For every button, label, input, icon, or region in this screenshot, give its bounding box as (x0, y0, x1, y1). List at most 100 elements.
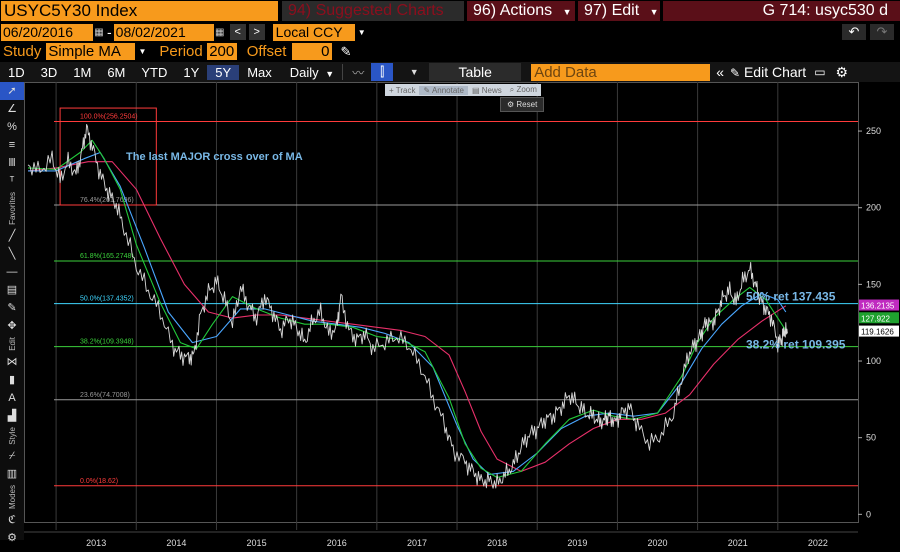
series-line-ma-long (27, 161, 787, 472)
last-value-text: 136.2135 (861, 302, 895, 311)
text-style-icon[interactable]: A (8, 391, 16, 404)
annotate-tool[interactable]: ✎ Annotate (419, 85, 468, 95)
pencil-icon: ✎ (730, 66, 741, 80)
bar-chart-icon[interactable]: ⫿ (371, 63, 394, 81)
chevron-down-icon: ▼ (562, 7, 572, 17)
date-row: 06/20/2016 ▦ - 08/02/2021 ▦ < > Local CC… (0, 22, 900, 42)
gear-icon[interactable]: ⚙ (835, 63, 849, 80)
settings-icon[interactable]: ⚙ (7, 531, 17, 544)
end-date-field[interactable]: 08/02/2021 (113, 23, 214, 41)
x-tick-label: 2014 (166, 538, 186, 548)
marker-icon[interactable]: ╲ (8, 247, 16, 260)
y-tick-label: 250 (866, 126, 881, 136)
range-buttons: 1D 3D 1M 6M YTD 1Y 5Y Max (0, 62, 280, 82)
range-toolbar: 1D 3D 1M 6M YTD 1Y 5Y Max Daily ▼ 〰 ⫿ ▼ Table A… (0, 62, 900, 82)
ticker-field[interactable]: USYC5Y30 Index (1, 1, 278, 21)
fib-level-label: 100.0%(256.2504) (80, 113, 138, 120)
add-data-field[interactable]: Add Data (531, 63, 711, 81)
zoom-tool[interactable]: ⌕ Zoom (509, 85, 537, 94)
y-tick-label: 150 (866, 279, 881, 289)
actions-menu[interactable]: 96) Actions ▼ (467, 1, 575, 21)
chart-type-dropdown-icon[interactable]: ▼ (409, 67, 419, 77)
x-tick-label: 2019 (567, 538, 587, 548)
news-tool[interactable]: ▤ News (471, 85, 502, 95)
favorites-label: Favorites (7, 192, 17, 225)
trash-icon[interactable]: ▮ (8, 373, 16, 386)
scale-icon[interactable]: ▥ (6, 467, 18, 480)
calendar-icon[interactable]: ▦ (94, 26, 104, 38)
page-id: G 714: usyc530 d (663, 1, 900, 21)
range-button-6m[interactable]: 6M (107, 64, 126, 80)
last-value-pill-bg (859, 299, 899, 311)
edit-label: 97) Edit (584, 2, 640, 19)
currency-value: Local CCY (275, 23, 343, 40)
y-tick-label: 0 (866, 509, 871, 519)
edit-menu[interactable]: 97) Edit ▼ (578, 1, 660, 21)
range-button-1d[interactable]: 1D (8, 64, 25, 80)
actions-label: 96) Actions (473, 2, 553, 19)
text-tool-icon[interactable]: ᵀ (9, 175, 15, 187)
study-select[interactable]: Simple MA ▼ (46, 43, 150, 60)
table-button[interactable]: Table (429, 63, 522, 81)
range-button-ytd[interactable]: YTD (141, 64, 168, 80)
calendar-icon[interactable]: ▦ (214, 26, 225, 38)
move-icon[interactable]: ✥ (7, 319, 17, 332)
period-field[interactable]: 200 (206, 43, 237, 60)
period-label: Period (159, 43, 203, 60)
cursor-icon[interactable]: ➚ (0, 82, 24, 100)
band-icon[interactable]: ▤ (6, 283, 18, 296)
suggested-charts-menu[interactable]: 94) Suggested Charts (282, 1, 464, 21)
chart-background (24, 82, 900, 552)
next-arrow-icon[interactable]: > (248, 24, 265, 40)
currency-select[interactable]: Local CCY ▼ (272, 23, 369, 41)
study-label: Study (3, 43, 42, 60)
redo-icon[interactable]: ↷ (870, 24, 894, 40)
range-button-1m[interactable]: 1M (73, 64, 92, 80)
last-value-text: 119.1626 (861, 328, 894, 337)
series-line-ma-short (27, 139, 787, 479)
line-draw-icon[interactable]: ∠ (7, 103, 17, 115)
offset-field[interactable]: 0 (292, 43, 333, 60)
chevron-down-icon: ▼ (135, 43, 150, 60)
pencil-icon[interactable]: ✎ (340, 43, 352, 59)
series-line-price (27, 124, 788, 489)
y-tick-label: 100 (866, 356, 881, 366)
chart-area[interactable]: 100.0%(256.2504) 76.4%(201.7696) 61.8%(165… (24, 82, 900, 552)
title-bar: USYC5Y30 Index 94) Suggested Charts 96) … (0, 0, 900, 22)
magnet-icon[interactable]: ⋈ (6, 355, 18, 368)
x-tick-label: 2013 (86, 538, 106, 548)
eraser-icon[interactable]: ▟ (7, 409, 17, 422)
range-button-1y[interactable]: 1Y (183, 64, 200, 80)
measure-icon[interactable]: ⌿ (8, 449, 16, 462)
ruler-icon[interactable]: ▭ (814, 65, 826, 79)
toolbar-divider (342, 64, 344, 80)
pen-icon[interactable]: ✎ (7, 301, 17, 314)
x-tick-label: 2015 (247, 538, 267, 548)
edit-chart-button[interactable]: ✎ Edit Chart (730, 64, 806, 80)
collapse-icon[interactable]: « (716, 64, 724, 80)
reset-button[interactable]: ⚙ Reset (500, 97, 545, 112)
fib-level-label: 23.6%(74.7008) (80, 392, 130, 399)
crosshair-icon[interactable]: ℭ (8, 513, 16, 526)
frequency-select[interactable]: Daily ▼ (284, 65, 340, 80)
modes-label: Modes (7, 484, 17, 509)
range-button-5y[interactable]: 5Y (207, 64, 240, 80)
percent-icon[interactable]: % (7, 121, 17, 133)
track-tool[interactable]: + Track (389, 85, 416, 95)
y-tick-label: 50 (866, 433, 876, 443)
floating-tool-bar: + Track ✎ Annotate ▤ News ⌕ Zoom (385, 84, 541, 96)
frequency-value: Daily (289, 64, 319, 80)
bars-icon[interactable]: Ⅲ (8, 157, 16, 169)
x-tick-label: 2018 (487, 538, 507, 548)
fib-levels: 100.0%(256.2504) 76.4%(201.7696) 61.8%(165… (54, 107, 858, 487)
undo-icon[interactable]: ↶ (842, 24, 866, 40)
prev-arrow-icon[interactable]: < (229, 24, 246, 40)
reset-label: Reset (516, 100, 538, 109)
brush-icon[interactable]: ╱ (8, 229, 16, 242)
horizontal-line-icon[interactable]: — (6, 265, 18, 278)
range-button-3d[interactable]: 3D (40, 64, 58, 80)
line-chart-icon[interactable]: 〰 (352, 65, 365, 80)
range-button-max[interactable]: Max (247, 64, 272, 80)
fib-icon[interactable]: ≡ (8, 139, 16, 151)
start-date-field[interactable]: 06/20/2016 (1, 23, 93, 41)
